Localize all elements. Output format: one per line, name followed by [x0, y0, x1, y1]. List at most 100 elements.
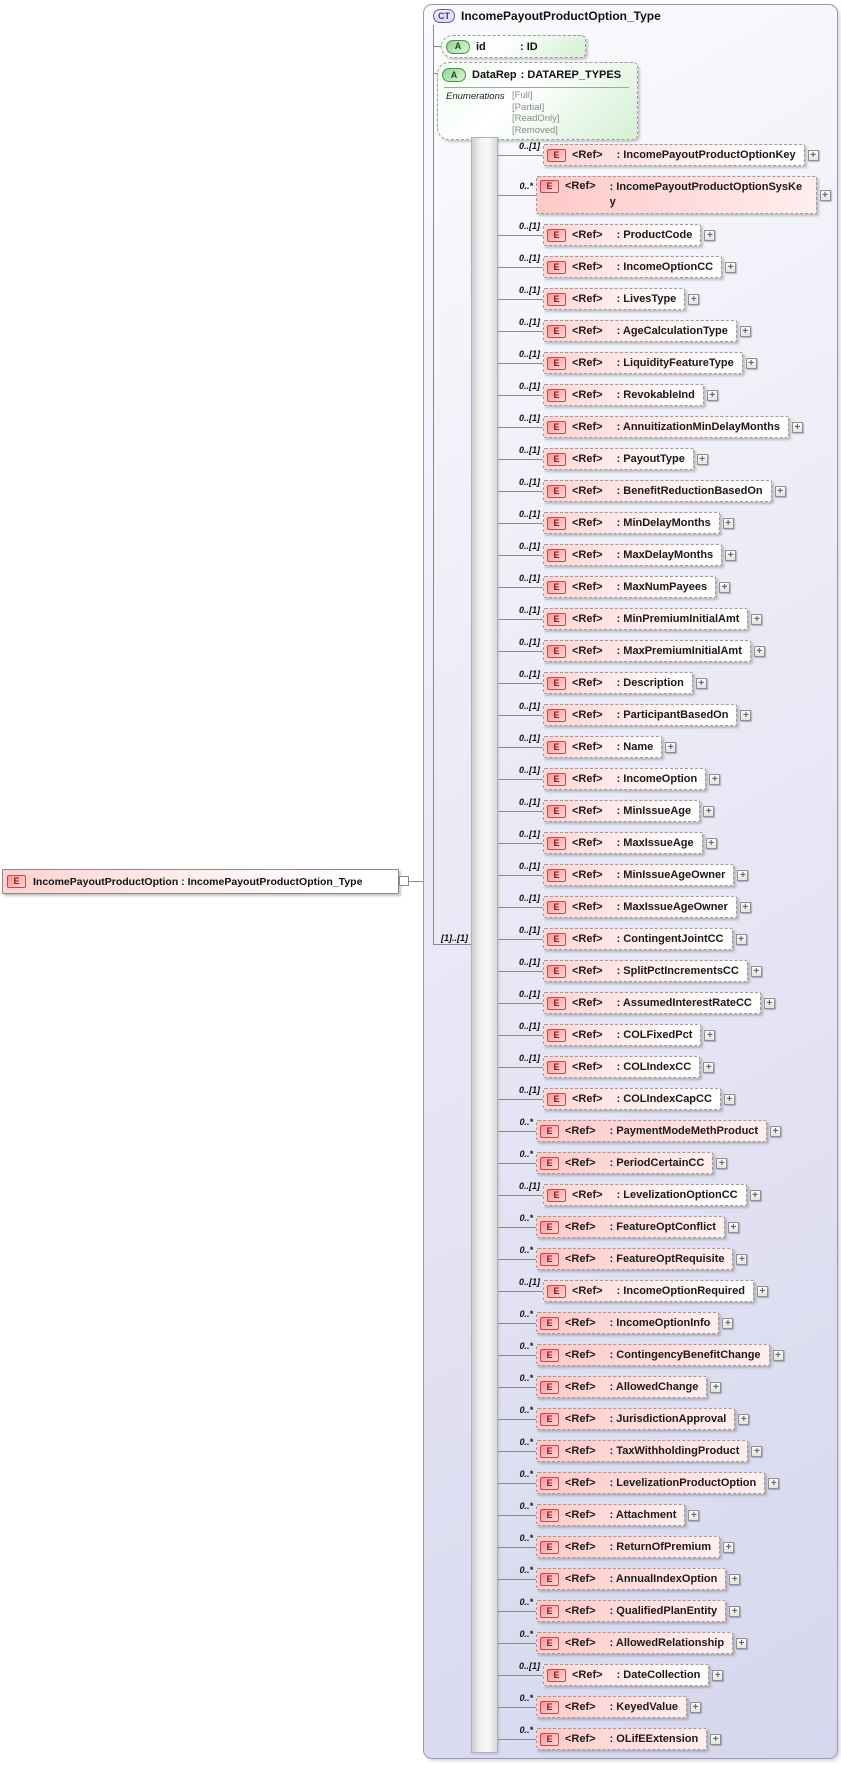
element-ref-box[interactable]: E <Ref> : FeatureOptRequisite: [536, 1248, 734, 1270]
expand-button[interactable]: +: [712, 1669, 724, 1681]
element-ref-box[interactable]: E <Ref> : LivesType: [543, 288, 686, 310]
expand-button[interactable]: +: [768, 1477, 780, 1489]
element-ref-box[interactable]: E <Ref> : MinIssueAgeOwner: [543, 864, 735, 886]
element-ref-box[interactable]: E <Ref> : PayoutType: [543, 448, 694, 470]
element-ref-box[interactable]: E <Ref> : IncomeOptionCC: [543, 256, 723, 278]
element-ref-box[interactable]: E <Ref> : IncomePayoutProductOptionSysKe…: [536, 176, 817, 214]
expand-button[interactable]: +: [725, 549, 737, 561]
element-ref-box[interactable]: E <Ref> : JurisdictionApproval: [536, 1408, 736, 1430]
expand-button[interactable]: +: [750, 965, 762, 977]
expand-button[interactable]: +: [791, 421, 803, 433]
element-ref-box[interactable]: E <Ref> : AllowedChange: [536, 1376, 708, 1398]
element-ref-box[interactable]: E <Ref> : AssumedInterestRateCC: [543, 992, 761, 1014]
expand-button[interactable]: +: [772, 1349, 784, 1361]
expand-button[interactable]: +: [740, 709, 752, 721]
expand-button[interactable]: +: [716, 1157, 728, 1169]
element-ref-box[interactable]: E <Ref> : TaxWithholdingProduct: [536, 1440, 749, 1462]
expand-button[interactable]: +: [735, 933, 747, 945]
expand-button[interactable]: +: [710, 1733, 722, 1745]
expand-button[interactable]: +: [709, 773, 721, 785]
element-ref-box[interactable]: E <Ref> : PaymentModeMethProduct: [536, 1120, 768, 1142]
element-ref-box[interactable]: E <Ref> : MaxIssueAgeOwner: [543, 896, 737, 918]
expand-button[interactable]: +: [739, 901, 751, 913]
expand-button[interactable]: +: [704, 1029, 716, 1041]
attribute-box-id[interactable]: A id : ID: [441, 35, 586, 58]
expand-button[interactable]: +: [719, 581, 731, 593]
element-ref-box[interactable]: E <Ref> : MaxPremiumInitialAmt: [543, 640, 751, 662]
expand-button[interactable]: +: [737, 869, 749, 881]
expand-button[interactable]: +: [705, 837, 717, 849]
expand-button[interactable]: +: [688, 1509, 700, 1521]
element-ref-box[interactable]: E <Ref> : MaxDelayMonths: [543, 544, 723, 566]
element-ref-box[interactable]: E <Ref> : LevelizationProductOption: [536, 1472, 766, 1494]
expand-button[interactable]: +: [774, 485, 786, 497]
expand-button[interactable]: +: [665, 741, 677, 753]
element-ref-box[interactable]: E <Ref> : IncomeOptionRequired: [543, 1280, 754, 1302]
attribute-box-datarep[interactable]: A DataRep : DATAREP_TYPES Enumerations […: [437, 62, 638, 140]
expand-button[interactable]: +: [696, 453, 708, 465]
expand-button[interactable]: +: [770, 1125, 782, 1137]
element-ref-box[interactable]: E <Ref> : Name: [543, 736, 663, 758]
element-ref-box[interactable]: E <Ref> : LiquidityFeatureType: [543, 352, 743, 374]
expand-button[interactable]: +: [756, 1285, 768, 1297]
expand-button[interactable]: +: [751, 613, 763, 625]
element-ref-box[interactable]: E <Ref> : OLifEExtension: [536, 1728, 708, 1750]
element-ref-box[interactable]: E <Ref> : IncomeOption: [543, 768, 707, 790]
element-ref-box[interactable]: E <Ref> : COLFixedPct: [543, 1024, 702, 1046]
element-ref-box[interactable]: E <Ref> : ReturnOfPremium: [536, 1536, 721, 1558]
element-ref-box[interactable]: E <Ref> : FeatureOptConflict: [536, 1216, 725, 1238]
element-ref-box[interactable]: E <Ref> : COLIndexCC: [543, 1056, 701, 1078]
element-ref-box[interactable]: E <Ref> : COLIndexCapCC: [543, 1088, 721, 1110]
element-ref-box[interactable]: E <Ref> : ProductCode: [543, 224, 702, 246]
expand-button[interactable]: +: [727, 1221, 739, 1233]
element-ref-box[interactable]: E <Ref> : BenefitReductionBasedOn: [543, 480, 772, 502]
expand-button[interactable]: +: [690, 1701, 702, 1713]
expand-button[interactable]: +: [729, 1605, 741, 1617]
expand-button[interactable]: +: [736, 1253, 748, 1265]
element-ref-box[interactable]: E <Ref> : ContingentJointCC: [543, 928, 733, 950]
element-ref-box[interactable]: E <Ref> : ContingencyBenefitChange: [536, 1344, 770, 1366]
expand-button[interactable]: +: [807, 149, 819, 161]
element-ref-box[interactable]: E <Ref> : IncomeOptionInfo: [536, 1312, 720, 1334]
element-ref-box[interactable]: E <Ref> : MinIssueAge: [543, 800, 701, 822]
element-ref-box[interactable]: E <Ref> : MaxIssueAge: [543, 832, 703, 854]
expand-button[interactable]: +: [703, 805, 715, 817]
element-ref-box[interactable]: E <Ref> : SplitPctIncrementsCC: [543, 960, 748, 982]
expand-button[interactable]: +: [753, 645, 765, 657]
expand-button[interactable]: +: [688, 293, 700, 305]
element-ref-box[interactable]: E <Ref> : DateCollection: [543, 1664, 710, 1686]
expand-button[interactable]: +: [729, 1573, 741, 1585]
expand-button[interactable]: +: [725, 261, 737, 273]
expand-button[interactable]: +: [738, 1413, 750, 1425]
element-ref-box[interactable]: E <Ref> : AgeCalculationType: [543, 320, 737, 342]
element-ref-box[interactable]: E <Ref> : MaxNumPayees: [543, 576, 717, 598]
expand-button[interactable]: +: [736, 1637, 748, 1649]
expand-button[interactable]: +: [723, 1541, 735, 1553]
element-ref-box[interactable]: E <Ref> : LevelizationOptionCC: [543, 1184, 747, 1206]
expand-button[interactable]: +: [722, 517, 734, 529]
element-ref-box[interactable]: E <Ref> : ParticipantBasedOn: [543, 704, 738, 726]
expand-button[interactable]: +: [819, 189, 831, 201]
element-ref-box[interactable]: E <Ref> : AllowedRelationship: [536, 1632, 734, 1654]
element-ref-box[interactable]: E <Ref> : RevokableInd: [543, 384, 704, 406]
expand-button[interactable]: +: [739, 325, 751, 337]
expand-button[interactable]: +: [706, 389, 718, 401]
element-ref-box[interactable]: E <Ref> : AnnualIndexOption: [536, 1568, 727, 1590]
expand-button[interactable]: +: [722, 1317, 734, 1329]
element-ref-box[interactable]: E <Ref> : PeriodCertainCC: [536, 1152, 714, 1174]
expand-button[interactable]: +: [703, 1061, 715, 1073]
expand-button[interactable]: +: [745, 357, 757, 369]
expand-button[interactable]: +: [704, 229, 716, 241]
expand-button[interactable]: +: [723, 1093, 735, 1105]
element-ref-box[interactable]: E <Ref> : QualifiedPlanEntity: [536, 1600, 727, 1622]
root-element-box[interactable]: E IncomePayoutProductOption : IncomePayo…: [2, 869, 399, 894]
element-ref-box[interactable]: E <Ref> : KeyedValue: [536, 1696, 688, 1718]
expand-button[interactable]: +: [749, 1189, 761, 1201]
expand-button[interactable]: +: [710, 1381, 722, 1393]
element-ref-box[interactable]: E <Ref> : IncomePayoutProductOptionKey: [543, 144, 805, 166]
element-ref-box[interactable]: E <Ref> : Attachment: [536, 1504, 686, 1526]
element-ref-box[interactable]: E <Ref> : MinPremiumInitialAmt: [543, 608, 749, 630]
expand-button[interactable]: +: [763, 997, 775, 1009]
element-ref-box[interactable]: E <Ref> : AnnuitizationMinDelayMonths: [543, 416, 789, 438]
expand-button[interactable]: +: [695, 677, 707, 689]
